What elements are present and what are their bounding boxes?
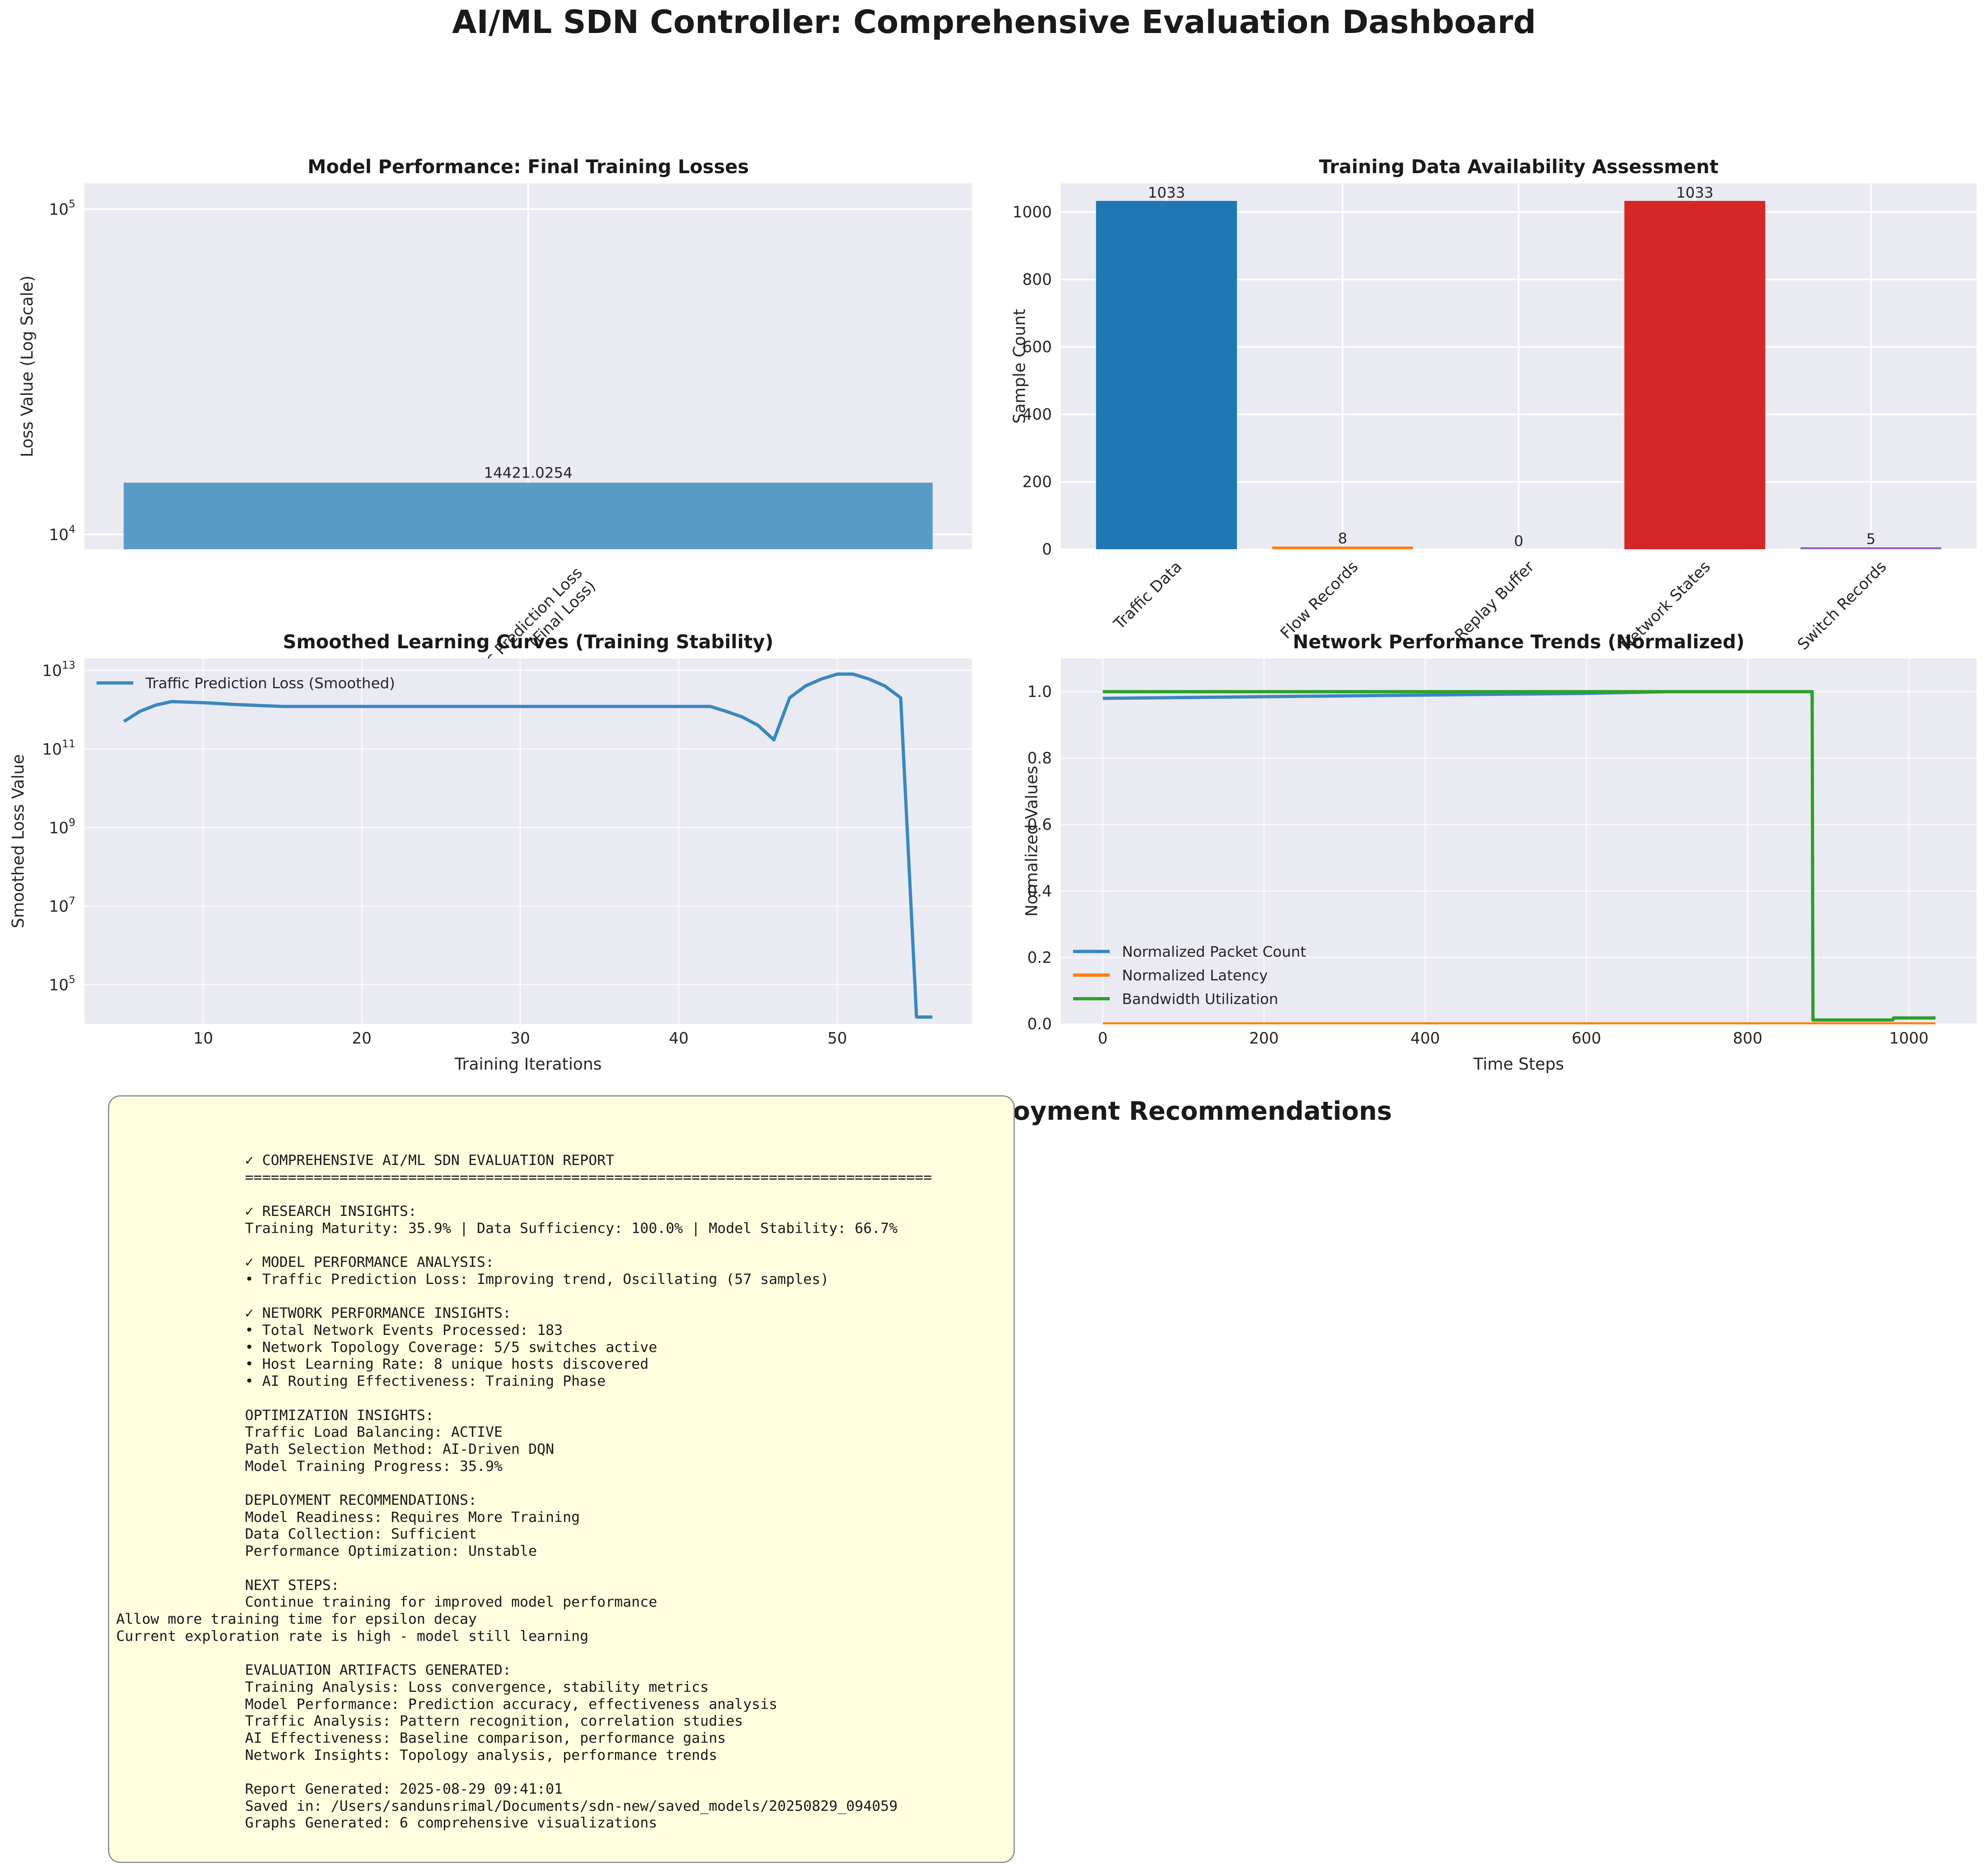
x-tick-label: 400 <box>1411 1029 1440 1047</box>
legend-label: Normalized Packet Count <box>1122 944 1306 960</box>
legend-label: Normalized Latency <box>1122 967 1268 984</box>
y-axis-label: Sample Count <box>1010 309 1029 423</box>
y-tick-label: 105 <box>49 198 75 218</box>
y-tick-label: 1000 <box>1012 203 1052 221</box>
y-tick-label: 400 <box>1022 405 1052 423</box>
chart-title: Model Performance: Final Training Losses <box>308 156 749 178</box>
y-axis-label: Loss Value (Log Scale) <box>18 275 37 457</box>
x-tick-label: 10 <box>194 1029 213 1047</box>
bar-data-label: 14421.0254 <box>484 465 573 482</box>
y-tick-label: 109 <box>49 817 75 837</box>
y-tick-label: 107 <box>49 895 75 916</box>
trend-series-line <box>1102 690 1812 700</box>
bar-data-label: 5 <box>1866 531 1876 548</box>
legend-label: Traffic Prediction Loss (Smoothed) <box>145 675 395 692</box>
y-tick-label: 0.6 <box>1027 816 1052 834</box>
sample-count-bar <box>1800 547 1942 549</box>
bar-data-label: 0 <box>1514 533 1523 550</box>
sample-count-bar <box>1272 546 1413 549</box>
y-tick-label: 1.0 <box>1027 683 1052 701</box>
y-tick-label: 0.8 <box>1027 749 1052 767</box>
y-tick-label: 1011 <box>42 738 75 758</box>
x-tick-label: Flow Records <box>1277 557 1362 642</box>
x-tick-label: 30 <box>510 1029 530 1047</box>
x-tick-label: 600 <box>1571 1029 1601 1047</box>
x-axis-label: Training Iterations <box>454 1055 602 1074</box>
sample-count-bar <box>1624 201 1765 549</box>
plot-area <box>84 183 972 549</box>
legend-label: Bandwidth Utilization <box>1122 991 1278 1008</box>
x-tick-label: Switch Records <box>1794 557 1890 653</box>
bar-data-label: 1033 <box>1676 185 1714 201</box>
chart-title: Smoothed Learning Curves (Training Stabi… <box>283 631 774 653</box>
sample-count-bar <box>1096 201 1237 549</box>
x-tick-label: 800 <box>1733 1029 1763 1047</box>
y-tick-label: 0.2 <box>1027 949 1052 967</box>
x-tick-label: 1000 <box>1889 1029 1928 1047</box>
x-tick-label: 0 <box>1098 1029 1108 1047</box>
x-tick-label: Replay Buffer <box>1451 557 1538 644</box>
y-tick-label: 0.0 <box>1027 1015 1052 1033</box>
report-box <box>108 1095 1015 1863</box>
x-axis-label: Time Steps <box>1473 1055 1564 1074</box>
y-tick-label: 0 <box>1042 540 1052 558</box>
x-tick-label: Traffic Prediction Loss <box>454 564 586 695</box>
trend-series-line <box>1102 690 1936 1022</box>
x-tick-label: 200 <box>1249 1029 1279 1047</box>
loss-bar <box>123 482 933 549</box>
y-tick-label: 200 <box>1022 473 1052 491</box>
x-tick-label: Traffic Data <box>1110 557 1185 633</box>
y-tick-label: 0.4 <box>1027 882 1052 900</box>
x-tick-label: (Final Loss) <box>525 577 599 651</box>
bar-data-label: 8 <box>1338 530 1347 547</box>
chart-title: Training Data Availability Assessment <box>1319 156 1718 178</box>
y-tick-label: 104 <box>49 523 75 544</box>
y-tick-label: 105 <box>49 974 75 994</box>
plot-area <box>84 658 972 1024</box>
x-tick-label: 20 <box>352 1029 371 1047</box>
chart-title: Network Performance Trends (Normalized) <box>1293 631 1745 653</box>
x-tick-label: Network States <box>1617 557 1714 654</box>
y-axis-label: Smoothed Loss Value <box>9 754 28 928</box>
y-tick-label: 1013 <box>42 659 75 680</box>
loss-series-line <box>123 672 932 1019</box>
bar-data-label: 1033 <box>1148 185 1185 201</box>
y-tick-label: 600 <box>1022 338 1052 356</box>
plot-area <box>1061 183 1977 549</box>
x-tick-label: 50 <box>827 1029 847 1047</box>
evaluation-report-text: ✓ COMPREHENSIVE AI/ML SDN EVALUATION REP… <box>116 1152 932 1832</box>
y-axis-label: Normalized Values <box>1023 766 1041 916</box>
x-tick-label: 40 <box>669 1029 688 1047</box>
dashboard-title: AI/ML SDN Controller: Comprehensive Eval… <box>452 4 1536 41</box>
y-tick-label: 800 <box>1022 271 1052 288</box>
plot-area <box>1061 658 1977 1024</box>
